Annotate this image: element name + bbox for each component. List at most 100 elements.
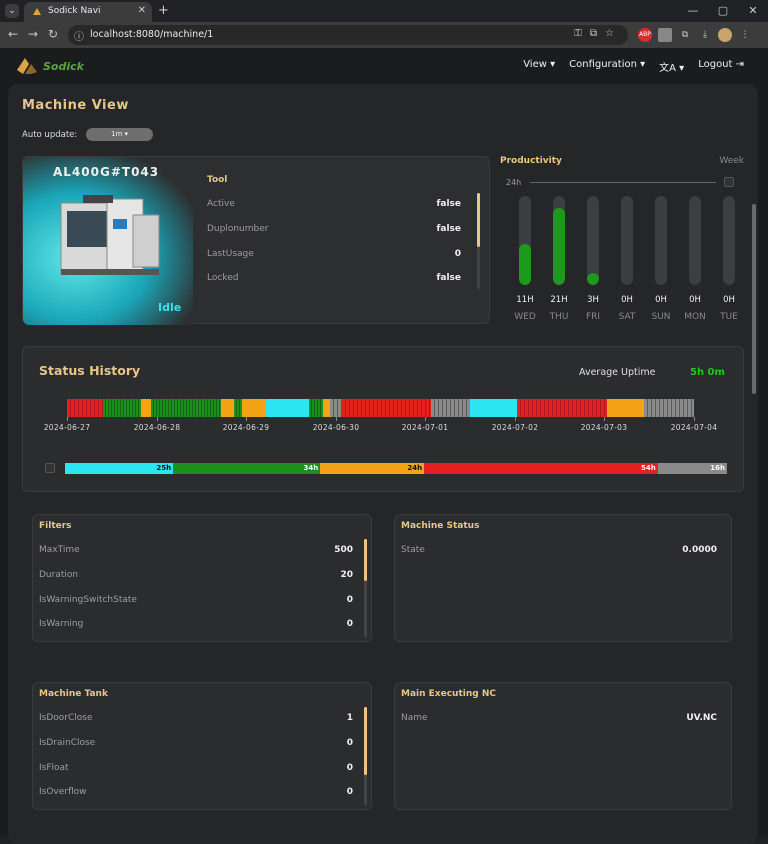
timeline-segment-cyan[interactable]	[266, 399, 310, 417]
summary-segment-gray[interactable]: 16h	[657, 463, 727, 474]
machine-name: AL400G#T043	[53, 165, 160, 179]
adblock-icon[interactable]: ABP	[638, 28, 652, 42]
new-tab-button[interactable]: +	[158, 3, 169, 18]
productivity-bar-fill	[587, 273, 599, 285]
productivity-bar-fri	[587, 196, 599, 285]
timeline-date-label: 2024-06-29	[222, 423, 270, 432]
productivity-axis-line	[530, 182, 716, 183]
timeline-date-label: 2024-07-02	[491, 423, 539, 432]
productivity-day-label: THU	[549, 312, 569, 322]
machine-tank-key: IsDrainClose	[39, 738, 96, 748]
summary-toggle[interactable]	[45, 463, 55, 473]
machine-tank-key: IsDoorClose	[39, 713, 93, 723]
machine-tank-row: IsOverflow 0	[39, 787, 353, 799]
timeline-segment-green[interactable]	[233, 399, 242, 417]
productivity-hours-label: 3H	[587, 295, 599, 305]
timeline-segment-green[interactable]	[102, 399, 141, 417]
forward-arrow-icon[interactable]: →	[28, 27, 39, 41]
machine-tank-row: IsFloat 0	[39, 763, 353, 775]
machine-tank-title: Machine Tank	[39, 689, 108, 699]
timeline-segment-orange[interactable]	[221, 399, 234, 417]
productivity-bar-thu	[553, 196, 565, 285]
timeline-tick-mark	[694, 417, 695, 421]
extension-icon[interactable]	[658, 28, 672, 42]
brand-name: Sodick	[43, 59, 84, 73]
tool-key: Active	[207, 199, 235, 209]
productivity-bar-wed	[519, 196, 531, 285]
average-uptime-value: 5h 0m	[690, 367, 725, 378]
close-window-button[interactable]: ✕	[748, 4, 758, 17]
tab-close-icon[interactable]: ✕	[137, 5, 146, 16]
timeline-date-label: 2024-06-27	[43, 423, 91, 432]
tool-value: 0	[454, 249, 461, 259]
auto-update-label: Auto update:	[22, 130, 78, 140]
timeline-segment-red[interactable]	[516, 399, 608, 417]
timeline-segment-orange[interactable]	[140, 399, 151, 417]
logout-button[interactable]: Logout ⇥	[698, 59, 744, 70]
status-timeline[interactable]	[67, 399, 694, 417]
view-menu[interactable]: View ▾	[523, 59, 556, 70]
filters-scrollbar-thumb[interactable]	[364, 539, 367, 581]
timeline-segment-orange[interactable]	[322, 399, 331, 417]
summary-segment-label: 54h	[641, 464, 656, 472]
summary-segment-cyan[interactable]: 25h	[65, 463, 174, 474]
machine-tank-key: IsOverflow	[39, 787, 87, 797]
top-navbar: Sodick View ▾ Configuration ▾ 文A ▾ Logou…	[0, 48, 768, 84]
browser-tab[interactable]: Sodick Navi ✕	[24, 2, 152, 22]
tool-row: Locked false	[207, 273, 461, 287]
main-nc-value: UV.NC	[686, 713, 717, 723]
maximize-button[interactable]: ▢	[717, 4, 729, 17]
puzzle-icon[interactable]: ⧉	[681, 30, 689, 40]
timeline-segment-green[interactable]	[309, 399, 323, 417]
language-menu[interactable]: 文A ▾	[659, 59, 684, 74]
tool-key: Locked	[207, 273, 239, 283]
timeline-tick-mark	[157, 417, 158, 421]
machine-tank-value: 0	[346, 763, 353, 773]
machine-tank-row: IsDrainClose 0	[39, 738, 353, 750]
productivity-toggle[interactable]	[724, 177, 734, 187]
productivity-chart: Productivity Week 24h 11H WED 21H THU 3H FRI 0…	[500, 156, 744, 324]
timeline-segment-red[interactable]	[67, 399, 103, 417]
timeline-segment-cyan[interactable]	[469, 399, 517, 417]
configuration-menu[interactable]: Configuration ▾	[569, 59, 646, 70]
brand-logo[interactable]: Sodick	[15, 56, 84, 76]
profile-avatar-icon[interactable]	[718, 28, 732, 42]
back-arrow-icon[interactable]: ←	[8, 27, 19, 41]
auto-update-select[interactable]: 1m ▾	[86, 128, 153, 141]
summary-segment-red[interactable]: 54h	[424, 463, 658, 474]
kebab-menu-icon[interactable]: ⋮	[740, 30, 750, 40]
summary-segment-label: 16h	[710, 464, 725, 472]
tank-scrollbar-thumb[interactable]	[364, 707, 367, 775]
omnibox-actions-icon[interactable]: ⚿⧉☆	[574, 28, 622, 39]
page-scrollbar-thumb[interactable]	[752, 204, 756, 394]
tab-search-icon[interactable]: ⌄	[5, 4, 19, 18]
filters-scrollbar-track[interactable]	[364, 539, 367, 637]
summary-segment-label: 25h	[156, 464, 172, 472]
site-info-icon[interactable]: ⓘ	[74, 32, 84, 43]
machine-tank-value: 0	[346, 738, 353, 748]
tool-row: LastUsage 0	[207, 249, 461, 263]
reload-icon[interactable]: ↻	[48, 27, 59, 41]
summary-segment-orange[interactable]: 24h	[320, 463, 425, 474]
timeline-segment-orange[interactable]	[241, 399, 267, 417]
timeline-segment-gray[interactable]	[430, 399, 470, 417]
productivity-bar-tue	[723, 196, 735, 285]
filters-key: IsWarningSwitchState	[39, 595, 137, 605]
timeline-segment-gray[interactable]	[644, 399, 694, 417]
minimize-button[interactable]: —	[687, 4, 699, 17]
address-bar[interactable]: ⓘ localhost:8080/machine/1 ⚿⧉☆	[68, 25, 628, 45]
productivity-range[interactable]: Week	[719, 156, 744, 166]
filters-value: 20	[340, 570, 353, 580]
timeline-date-label: 2024-06-28	[133, 423, 181, 432]
filters-value: 0	[346, 619, 353, 629]
tool-scrollbar-thumb[interactable]	[477, 193, 480, 247]
summary-segment-green[interactable]: 34h	[173, 463, 321, 474]
timeline-segment-red[interactable]	[342, 399, 431, 417]
timeline-segment-green[interactable]	[150, 399, 222, 417]
timeline-segment-gray[interactable]	[330, 399, 343, 417]
timeline-tick-mark	[515, 417, 516, 421]
filters-row: Duration 20	[39, 570, 353, 582]
download-icon[interactable]: ⤓	[703, 30, 707, 40]
machine-status-card: Machine Status State 0.0000	[394, 514, 732, 642]
timeline-segment-orange[interactable]	[607, 399, 645, 417]
